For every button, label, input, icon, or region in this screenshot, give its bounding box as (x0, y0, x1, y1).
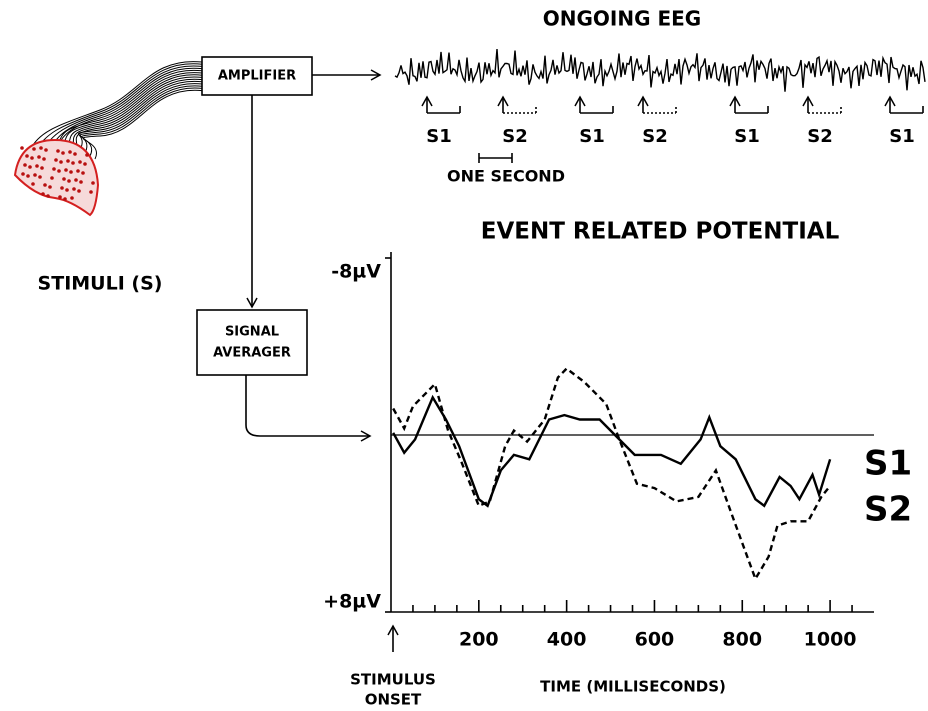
stimuli-label: STIMULI (S) (38, 273, 163, 295)
electrode (40, 166, 44, 170)
electrode (35, 164, 39, 168)
scale-label: ONE SECOND (447, 167, 565, 186)
x-axis-label: TIME (MILLISECONDS) (540, 678, 726, 696)
eeg-markers: S1 S2 S1 S2 S1 S2 S1 (421, 95, 924, 147)
eeg-trace (394, 49, 926, 92)
electrode (38, 175, 42, 179)
electrode (60, 186, 64, 190)
electrode-wire (34, 63, 203, 154)
onset-label: STIMULUS (350, 671, 436, 689)
electrode (21, 172, 25, 176)
x-tick-label: 200 (459, 629, 499, 651)
x-tick-label: 800 (722, 629, 762, 651)
marker-label: S1 (579, 126, 605, 147)
averager-label: SIGNAL (225, 325, 279, 340)
y-tick-label: +8µV (323, 591, 381, 613)
electrode (72, 187, 76, 191)
legend-label: S1 (864, 444, 912, 484)
arrow (245, 375, 372, 442)
electrode-wire (79, 85, 203, 154)
electrode (61, 151, 65, 155)
electrode (57, 169, 61, 173)
marker-label: S2 (642, 126, 668, 147)
electrode (70, 196, 74, 200)
marker-label: S1 (734, 126, 760, 147)
x-tick-label: 600 (635, 629, 675, 651)
electrode (32, 147, 36, 151)
electrode (28, 165, 32, 169)
averager-label: AVERAGER (213, 346, 291, 361)
electrode (64, 168, 68, 172)
electrode (46, 194, 50, 198)
legend-label: S2 (864, 490, 912, 530)
scalp-cap (13, 138, 100, 217)
electrode (48, 185, 52, 189)
electrode (42, 157, 46, 161)
electrode (54, 158, 58, 162)
amplifier-label: AMPLIFIER (218, 69, 296, 84)
chart-title: EVENT RELATED POTENTIAL (481, 219, 840, 245)
head-drawing (13, 61, 203, 217)
electrode (63, 197, 67, 201)
electrode (85, 153, 89, 157)
electrode (65, 188, 69, 192)
electrode (91, 181, 95, 185)
electrode (68, 150, 72, 154)
amplifier-box (201, 56, 313, 96)
electrode (23, 163, 27, 167)
electrode (71, 161, 75, 165)
electrode (20, 146, 24, 150)
electrode-wire (82, 89, 203, 160)
marker-label: S1 (426, 126, 452, 147)
electrode (62, 177, 66, 181)
y-tick-label: -8µV (331, 261, 381, 283)
electrode-wire (64, 76, 203, 157)
electrode (59, 160, 63, 164)
electrode-wire (39, 65, 203, 157)
electrode (79, 180, 83, 184)
marker-label: S2 (502, 126, 528, 147)
series-line (392, 367, 832, 582)
electrode (37, 155, 41, 159)
electrode (83, 162, 87, 166)
series-line (392, 394, 832, 508)
electrode (30, 156, 34, 160)
x-tick-label: 1000 (804, 629, 857, 651)
electrode (89, 190, 93, 194)
averager-box (196, 309, 308, 376)
electrode (31, 182, 35, 186)
electrode (58, 195, 62, 199)
electrode-wire (29, 61, 203, 151)
electrode (73, 152, 77, 156)
electrode (77, 189, 81, 193)
marker-label: S1 (889, 126, 915, 147)
electrode (50, 176, 54, 180)
electrode (26, 174, 30, 178)
onset-label: ONSET (365, 691, 422, 709)
electrode (67, 179, 71, 183)
electrode-wire (59, 74, 203, 154)
electrode (52, 167, 56, 171)
electrode-wire (78, 83, 203, 151)
electrode (25, 154, 29, 158)
electrode (76, 169, 80, 173)
electrode (66, 159, 70, 163)
electrode (56, 149, 60, 153)
electrode (43, 183, 47, 187)
electrode (74, 178, 78, 182)
electrode (81, 171, 85, 175)
electrode-wire (54, 72, 203, 151)
eeg-title: ONGOING EEG (543, 7, 701, 31)
marker-label: S2 (807, 126, 833, 147)
x-tick-label: 400 (547, 629, 587, 651)
electrode (44, 148, 48, 152)
electrode (33, 173, 37, 177)
electrode (69, 170, 73, 174)
electrode (78, 160, 82, 164)
electrode (39, 146, 43, 150)
electrode (41, 192, 45, 196)
